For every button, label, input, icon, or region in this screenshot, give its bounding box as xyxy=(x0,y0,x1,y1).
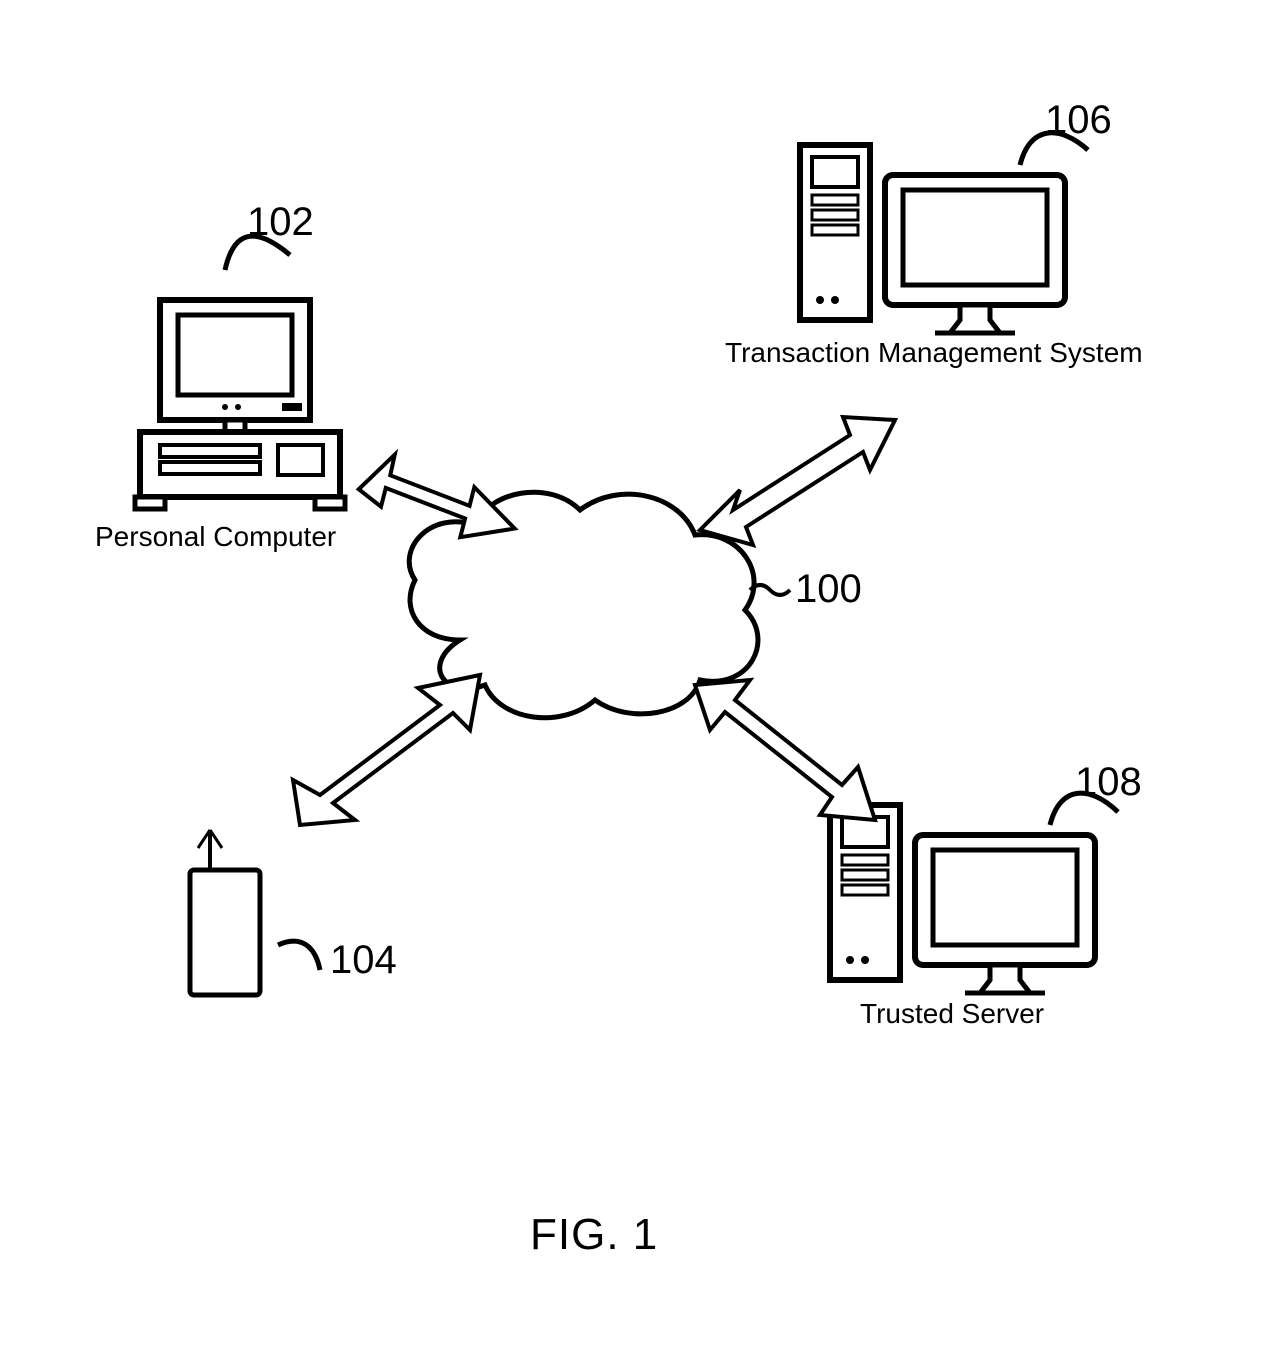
arrow-tms-network xyxy=(700,417,895,545)
diagram-svg xyxy=(0,0,1271,1353)
figure-canvas: Personal Computer 102 Transaction Manage… xyxy=(0,0,1271,1353)
trusted-server-icon xyxy=(830,805,1095,993)
tms-icon xyxy=(800,145,1065,333)
arrow-trusted-network xyxy=(695,680,875,820)
pc-icon xyxy=(135,300,345,509)
arrow-mobile-network xyxy=(293,675,480,825)
mobile-icon xyxy=(190,830,260,995)
